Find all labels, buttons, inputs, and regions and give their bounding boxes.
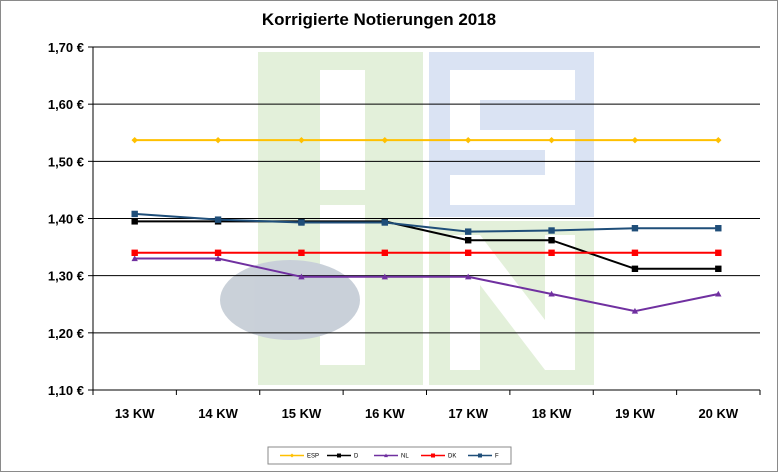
data-point-marker (131, 210, 138, 218)
data-point-marker (548, 237, 555, 244)
data-point-marker (464, 249, 472, 256)
series-f (131, 210, 722, 235)
series-dk (131, 249, 722, 256)
data-point-marker (631, 265, 639, 273)
y-tick-label: 1,60 € (48, 97, 84, 112)
data-point-marker (298, 219, 305, 226)
data-point-marker (131, 249, 138, 256)
legend-label: F (495, 454, 499, 460)
data-point-marker (631, 249, 639, 256)
isn-watermark-logo (220, 52, 594, 385)
data-point-marker (381, 249, 389, 256)
data-point-marker (548, 227, 555, 234)
y-tick-label: 1,30 € (48, 269, 84, 284)
data-point-marker (478, 453, 482, 458)
series-line (134, 220, 719, 270)
data-point-marker (214, 216, 222, 223)
data-point-marker (298, 136, 305, 144)
legend-item-d: D (327, 453, 359, 460)
data-point-marker (298, 249, 305, 256)
chart-title: Korrigierte Notierungen 2018 (262, 10, 496, 29)
x-tick-label: 19 KW (615, 406, 655, 421)
data-point-marker (464, 237, 472, 244)
data-point-marker (290, 453, 294, 458)
x-tick-label: 17 KW (448, 406, 488, 421)
data-point-marker (131, 255, 138, 262)
series-esp (131, 136, 722, 144)
data-point-marker (131, 136, 138, 144)
legend-item-f: F (468, 453, 499, 460)
data-point-marker (715, 249, 722, 256)
legend-item-dk: DK (421, 453, 456, 460)
series-line (134, 212, 719, 233)
x-tick-label: 13 KW (115, 406, 155, 421)
data-point-marker (381, 136, 389, 144)
data-point-marker (548, 249, 555, 256)
data-point-marker (381, 273, 389, 280)
series-nl (131, 255, 722, 314)
data-point-marker (631, 136, 639, 144)
legend-label: NL (401, 454, 409, 460)
data-point-marker (464, 136, 472, 144)
series-line (134, 257, 719, 313)
data-point-marker (337, 453, 341, 458)
data-point-marker (384, 453, 388, 458)
data-point-marker (464, 228, 472, 235)
x-tick-label: 20 KW (698, 406, 738, 421)
data-point-marker (214, 136, 222, 144)
legend-label: ESP (307, 454, 319, 460)
legend-label: D (354, 454, 359, 460)
data-point-marker (298, 273, 305, 280)
data-point-marker (464, 273, 472, 280)
x-tick-label: 18 KW (532, 406, 572, 421)
legend-item-nl: NL (374, 453, 409, 460)
data-point-marker (214, 249, 222, 256)
x-axis-tick-labels: 13 KW 14 KW 15 KW 16 KW 17 KW 18 KW 19 KW 20 KW (115, 406, 739, 421)
data-point-marker (715, 225, 722, 232)
data-point-marker (431, 453, 435, 458)
data-point-marker (631, 307, 639, 314)
data-point-marker (631, 225, 639, 232)
y-tick-label: 1,70 € (48, 40, 84, 55)
data-point-marker (214, 255, 222, 262)
data-point-marker (548, 290, 555, 297)
y-tick-label: 1,40 € (48, 212, 84, 227)
data-point-marker (381, 219, 389, 226)
y-tick-label: 1,50 € (48, 154, 84, 169)
grid-lines (93, 46, 760, 334)
data-point-marker (548, 136, 555, 144)
data-point-marker (715, 265, 722, 273)
data-point-marker (715, 136, 722, 144)
data-point-marker (131, 218, 138, 225)
legend-item-esp: ESP (280, 453, 319, 460)
axes (88, 46, 761, 395)
x-tick-label: 16 KW (365, 406, 405, 421)
series-lines (131, 136, 722, 314)
legend: ESP D NL DK F (267, 446, 512, 465)
data-point-marker (715, 290, 722, 297)
y-axis-tick-labels: 1,10 € 1,20 € 1,30 € 1,40 € 1,50 € 1,60 € 1,70… (48, 40, 84, 398)
legend-label: DK (448, 454, 456, 460)
x-tick-label: 15 KW (282, 406, 322, 421)
x-tick-label: 14 KW (198, 406, 238, 421)
y-tick-label: 1,10 € (48, 383, 84, 398)
y-tick-label: 1,20 € (48, 326, 84, 341)
